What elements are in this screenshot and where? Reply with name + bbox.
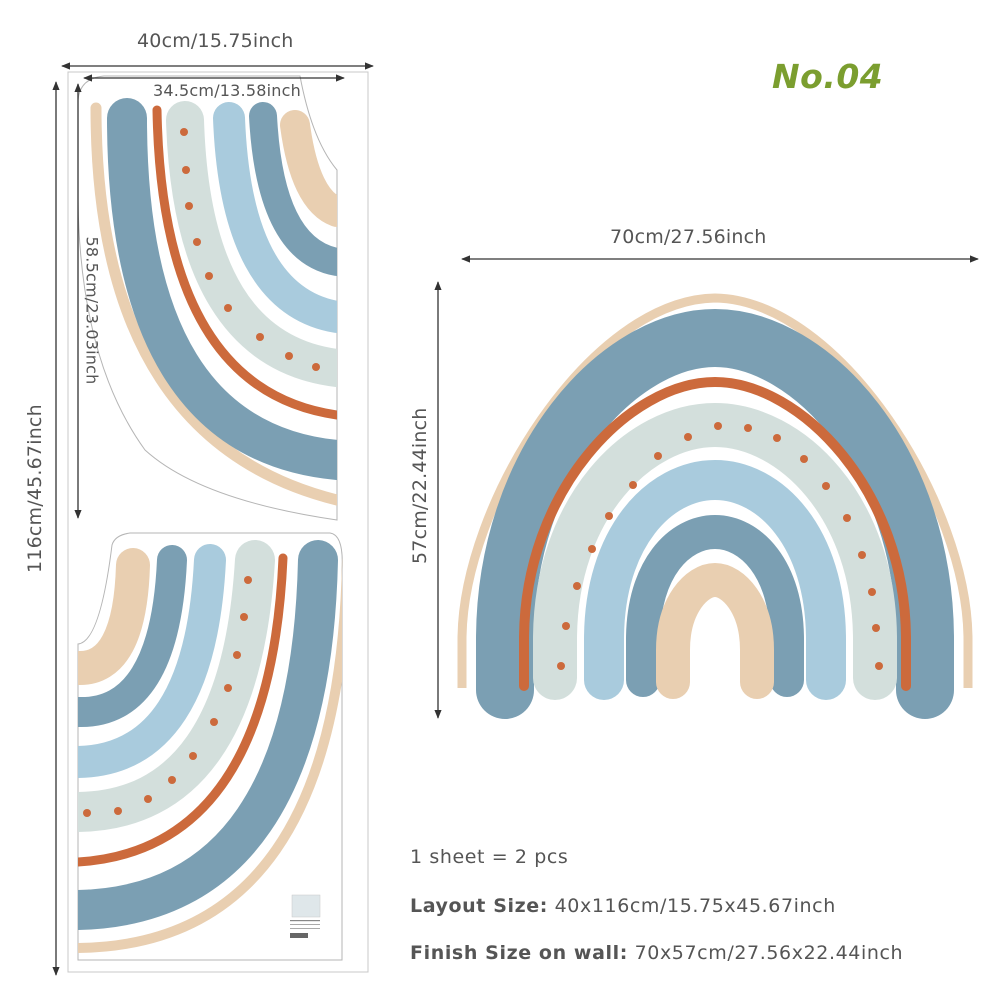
spec-finish-size-key: Finish Size on wall: <box>410 942 628 964</box>
spec-layout-size-key: Layout Size: <box>410 895 548 917</box>
spec-sheet-count-value: 1 sheet = 2 pcs <box>410 846 569 868</box>
spec-finish-size-value: 70x57cm/27.56x22.44inch <box>634 942 904 964</box>
spec-sheet-count: 1 sheet = 2 pcs <box>410 846 568 868</box>
finished-rainbow-dots <box>557 422 883 670</box>
finished-width-label: 70cm/27.56inch <box>610 226 767 248</box>
spec-layout-size-value: 40x116cm/15.75x45.67inch <box>554 895 836 917</box>
piece-width-label: 34.5cm/13.58inch <box>153 81 301 100</box>
sheet-width-label: 40cm/15.75inch <box>137 30 294 52</box>
spec-layout-size: Layout Size: 40x116cm/15.75x45.67inch <box>410 895 836 917</box>
sheet-height-label: 116cm/45.67inch <box>24 404 46 573</box>
spec-finish-size: Finish Size on wall: 70x57cm/27.56x22.44… <box>410 942 903 964</box>
top-sticker-piece <box>77 75 338 521</box>
finished-height-label: 57cm/22.44inch <box>409 407 431 564</box>
product-number-title: No.04 <box>772 57 884 96</box>
piece-height-label: 58.5cm/23.03inch <box>82 236 102 385</box>
product-label-thumbnail <box>290 894 321 938</box>
bottom-sticker-piece <box>77 532 343 961</box>
finished-rainbow <box>457 293 973 719</box>
